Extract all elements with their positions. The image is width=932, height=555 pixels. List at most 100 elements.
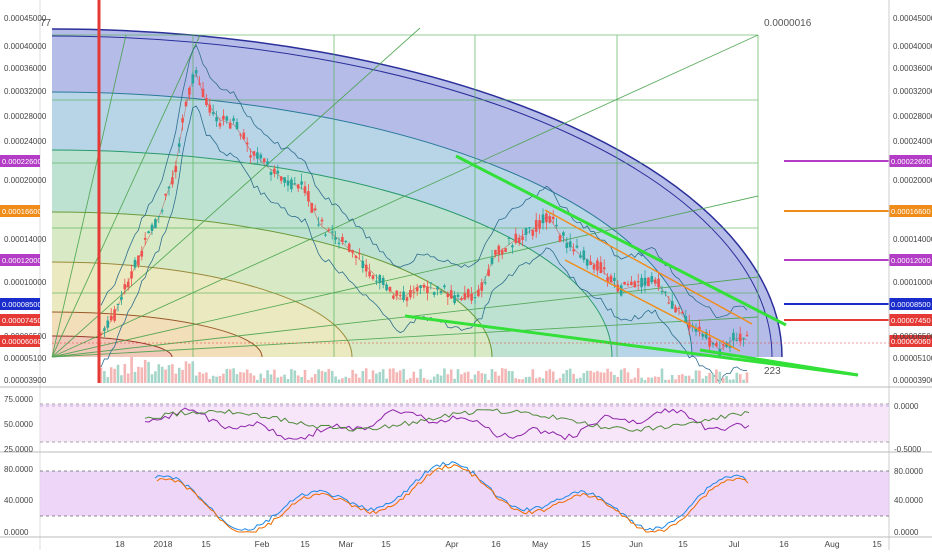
volume-bar	[562, 373, 565, 383]
volume-bar	[276, 377, 280, 383]
y-tick-label-right: 0.00005100	[893, 354, 932, 363]
volume-bar	[551, 371, 555, 383]
lower-trendline[interactable]	[404, 314, 859, 377]
candle-body	[239, 134, 242, 136]
volume-bar	[239, 372, 242, 383]
lower-trendline-2[interactable]	[699, 348, 859, 377]
candle-body	[245, 142, 249, 145]
x-tick-label: 16	[779, 539, 789, 549]
volume-bar	[415, 377, 419, 383]
bollinger-upper	[100, 44, 748, 319]
volume-bar	[208, 378, 212, 383]
volume-bar	[412, 371, 416, 383]
right-level-lines: 0.00022600 0.00016600 0.00012000 0.00008500…	[784, 155, 932, 347]
candle-body	[368, 271, 371, 277]
candle-body	[154, 219, 157, 229]
channel-top[interactable]	[544, 209, 753, 325]
volume-bar	[317, 369, 320, 383]
candle-body	[487, 269, 490, 276]
volume-bar	[157, 364, 161, 383]
volume-bar	[310, 377, 314, 383]
price-badge-label: 0.00022600	[2, 157, 42, 166]
volume-bar	[419, 368, 422, 383]
volume-bar	[354, 373, 358, 383]
volume-bar	[443, 368, 446, 383]
volume-bar	[177, 367, 181, 383]
volume-bar	[490, 369, 494, 383]
candle-body	[405, 297, 409, 301]
candle-body	[579, 255, 582, 258]
volume-bar	[602, 372, 606, 383]
candle-body	[507, 237, 511, 239]
volume-bar	[534, 378, 538, 383]
channel-bottom[interactable]	[564, 259, 741, 352]
volume-bar	[735, 372, 739, 383]
candle-body	[181, 118, 184, 123]
candle-body	[619, 285, 623, 296]
volume-bar	[657, 376, 660, 383]
volume-bar	[701, 378, 705, 383]
upper-trendline[interactable]	[455, 154, 787, 327]
volume-bar	[670, 374, 674, 383]
x-tick-label: 15	[872, 539, 882, 549]
candle-body	[650, 276, 654, 283]
sub-tick-left: 75.0000	[4, 395, 33, 404]
candle-body	[130, 271, 133, 279]
volume-bar	[313, 374, 317, 383]
candle-body	[460, 298, 463, 300]
volume-bar	[718, 371, 722, 383]
candle-body	[453, 295, 456, 304]
volume-bar	[664, 379, 667, 383]
x-axis: 18 2018 15 Feb 15 Mar 15 Apr 16 May 15 Jun 15 Jul 16 Au…	[115, 539, 882, 549]
candle-body	[704, 331, 708, 339]
volume-bar	[517, 378, 521, 383]
volume-bar	[171, 364, 174, 383]
candle-body	[551, 216, 555, 220]
volume-bar	[392, 368, 395, 383]
sub-tick-left: 0.0000	[4, 528, 29, 537]
candle-body	[687, 322, 691, 329]
x-tick-label: 15	[381, 539, 391, 549]
candle-body	[266, 161, 269, 165]
volume-bar	[351, 369, 354, 383]
candle-body	[205, 98, 208, 106]
volume-bar	[473, 374, 477, 383]
volume-bar	[184, 361, 188, 383]
volume-bar	[130, 356, 133, 383]
volume-bar	[715, 369, 718, 383]
candle-body	[470, 294, 473, 301]
candle-body	[337, 242, 341, 244]
volume-bar	[422, 377, 426, 383]
volume-bar	[405, 379, 409, 383]
candle-body	[735, 339, 739, 341]
y-tick-label-right: 0.00036000	[893, 64, 932, 73]
volume-bar	[266, 370, 269, 383]
volume-bar	[395, 372, 399, 383]
trendlines[interactable]	[52, 154, 889, 377]
volume-bar	[137, 366, 140, 383]
volume-bar	[599, 372, 603, 383]
candle-body	[640, 277, 643, 288]
volume-bar	[589, 370, 592, 383]
candle-body	[133, 260, 137, 268]
volume-bar	[242, 372, 246, 383]
sub-tick-left: 40.0000	[4, 496, 33, 505]
price-badge-left	[0, 155, 40, 167]
volume-bar	[728, 379, 732, 383]
volume-bar	[507, 370, 511, 383]
volume-bar	[225, 368, 229, 383]
candle-body	[327, 229, 331, 231]
volume-bar	[381, 369, 385, 383]
candle-body	[262, 158, 266, 163]
y-tick-label-left: 0.00005100	[4, 354, 47, 363]
x-tick-label: Apr	[445, 539, 458, 549]
volume-bar	[279, 376, 283, 383]
volume-bar	[558, 378, 562, 383]
candle-body	[150, 224, 154, 231]
volume-bar	[120, 375, 123, 383]
candle-body	[698, 326, 701, 331]
volume-bar	[494, 371, 497, 383]
candle-body	[286, 180, 290, 186]
volume-bar	[194, 375, 198, 383]
